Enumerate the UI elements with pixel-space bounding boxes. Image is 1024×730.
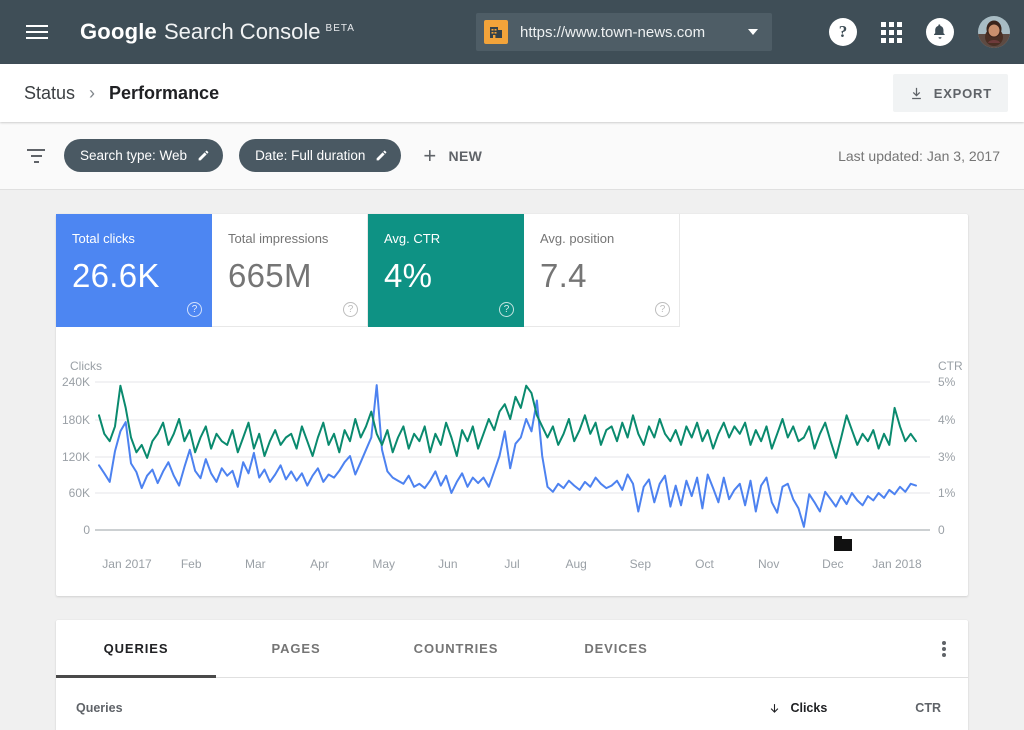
tab-queries[interactable]: QUERIES — [56, 620, 216, 677]
help-icon[interactable]: ? — [343, 302, 358, 317]
svg-text:5%: 5% — [938, 375, 956, 389]
more-options-kebab-icon[interactable] — [920, 620, 968, 677]
svg-text:3%: 3% — [938, 450, 956, 464]
svg-text:0: 0 — [83, 523, 90, 537]
svg-text:4%: 4% — [938, 413, 956, 427]
help-icon[interactable]: ? — [829, 18, 857, 46]
export-button[interactable]: EXPORT — [893, 74, 1008, 112]
logo-product: Search Console — [164, 19, 321, 45]
svg-text:Feb: Feb — [181, 557, 202, 571]
svg-text:May: May — [372, 557, 395, 571]
breadcrumb-status[interactable]: Status — [24, 83, 75, 104]
logo-google: Google — [80, 19, 157, 45]
last-updated-text: Last updated: Jan 3, 2017 — [838, 148, 1000, 164]
dimension-tabs: QUERIES PAGES COUNTRIES DEVICES — [56, 620, 968, 678]
svg-text:Clicks: Clicks — [70, 359, 102, 373]
filter-chip-search-type[interactable]: Search type: Web — [64, 139, 223, 172]
help-icon[interactable]: ? — [499, 302, 514, 317]
filter-chip-date[interactable]: Date: Full duration — [239, 139, 401, 172]
beta-badge: BETA — [326, 23, 355, 34]
new-filter-button[interactable]: + NEW — [423, 145, 482, 167]
column-header-clicks[interactable]: Clicks — [768, 701, 827, 715]
scorecard-avg-position[interactable]: Avg. position 7.4 ? — [524, 214, 680, 327]
svg-text:CTR: CTR — [938, 359, 963, 373]
svg-text:Jul: Jul — [504, 557, 519, 571]
scorecard-total-clicks[interactable]: Total clicks 26.6K ? — [56, 214, 212, 327]
table-header-row: Queries Clicks CTR — [56, 678, 968, 730]
svg-text:Aug: Aug — [565, 557, 586, 571]
column-header-ctr[interactable]: CTR — [915, 701, 941, 715]
dimensions-table-card: QUERIES PAGES COUNTRIES DEVICES Queries … — [56, 620, 968, 730]
apps-grid-icon[interactable] — [881, 22, 902, 43]
property-selector[interactable]: https://www.town-news.com — [476, 13, 772, 51]
help-icon[interactable]: ? — [655, 302, 670, 317]
app-logo: Google Search Console BETA — [80, 19, 355, 45]
app-bar: Google Search Console BETA https://www.t… — [0, 0, 1024, 64]
svg-text:Jan 2018: Jan 2018 — [872, 557, 922, 571]
property-building-icon — [484, 20, 508, 44]
svg-text:1%: 1% — [938, 486, 956, 500]
help-icon[interactable]: ? — [187, 302, 202, 317]
svg-text:Apr: Apr — [310, 557, 329, 571]
svg-text:Sep: Sep — [630, 557, 652, 571]
svg-text:Dec: Dec — [822, 557, 843, 571]
breadcrumb-bar: Status › Performance EXPORT — [0, 64, 1024, 122]
svg-text:Nov: Nov — [758, 557, 779, 571]
scorecards-row: Total clicks 26.6K ? Total impressions 6… — [56, 214, 968, 327]
filter-bar: Search type: Web Date: Full duration + N… — [0, 122, 1024, 190]
svg-text:Mar: Mar — [245, 557, 266, 571]
svg-text:240K: 240K — [62, 375, 90, 389]
sort-arrow-down-icon — [768, 702, 781, 715]
main-content: Total clicks 26.6K ? Total impressions 6… — [0, 190, 1024, 730]
page-title: Performance — [109, 83, 219, 104]
svg-text:60K: 60K — [69, 486, 90, 500]
avatar[interactable] — [978, 16, 1010, 48]
column-header-queries[interactable]: Queries — [76, 701, 768, 715]
pencil-icon — [375, 149, 388, 162]
tab-devices[interactable]: DEVICES — [536, 620, 696, 677]
pencil-icon — [197, 149, 210, 162]
chevron-down-icon — [748, 29, 758, 35]
mouse-cursor-artifact — [834, 536, 854, 553]
svg-text:Jun: Jun — [438, 557, 457, 571]
svg-text:Oct: Oct — [695, 557, 714, 571]
svg-text:Jan 2017: Jan 2017 — [102, 557, 152, 571]
performance-card: Total clicks 26.6K ? Total impressions 6… — [56, 214, 968, 596]
tab-pages[interactable]: PAGES — [216, 620, 376, 677]
notifications-bell-icon[interactable] — [926, 18, 954, 46]
breadcrumb-chevron-icon: › — [89, 83, 95, 104]
filter-list-icon[interactable] — [24, 149, 48, 163]
property-url: https://www.town-news.com — [520, 24, 748, 41]
svg-text:180K: 180K — [62, 413, 90, 427]
scorecard-total-impressions[interactable]: Total impressions 665M ? — [212, 214, 368, 327]
scorecard-avg-ctr[interactable]: Avg. CTR 4% ? — [368, 214, 524, 327]
plus-icon: + — [423, 145, 436, 167]
tab-countries[interactable]: COUNTRIES — [376, 620, 536, 677]
svg-text:0: 0 — [938, 523, 945, 537]
svg-text:120K: 120K — [62, 450, 90, 464]
menu-icon[interactable] — [22, 12, 62, 52]
timeseries-chart[interactable]: Clicks CTR 240K 180K 120K 60K 0 5% 4% 3% 1% 0 Jan 20… — [56, 327, 968, 596]
download-icon — [909, 86, 924, 101]
